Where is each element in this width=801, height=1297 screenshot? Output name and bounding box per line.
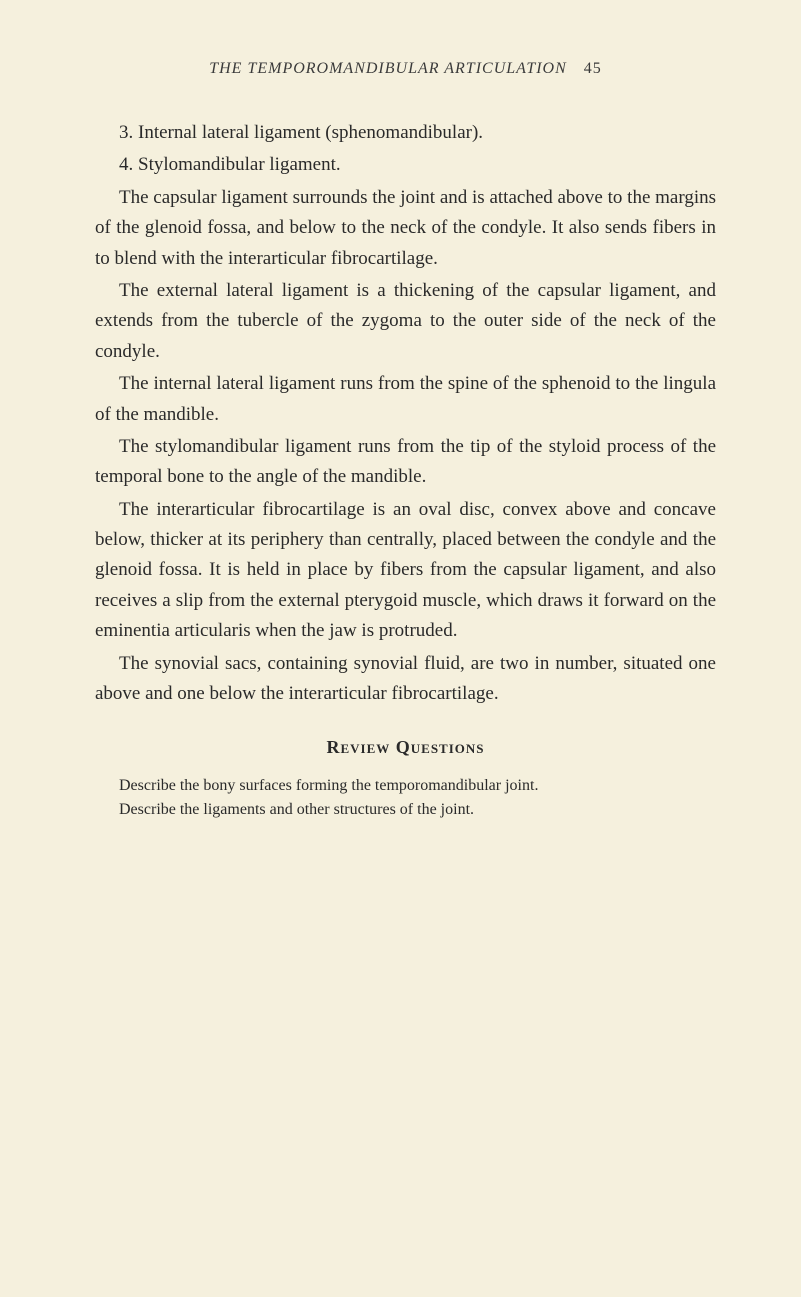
page-number: 45 — [584, 60, 602, 77]
paragraph-4: The external lateral ligament is a thick… — [95, 276, 716, 367]
header-title: THE TEMPOROMANDIBULAR ARTICULATION — [209, 60, 567, 77]
paragraph-8: The synovial sacs, containing synovial f… — [95, 649, 716, 710]
review-question-1: Describe the bony surfaces forming the t… — [95, 774, 716, 798]
review-questions: Describe the bony surfaces forming the t… — [95, 774, 716, 822]
page-header: THE TEMPOROMANDIBULAR ARTICULATION 45 — [95, 60, 716, 78]
paragraph-7: The interarticular fibrocartilage is an … — [95, 495, 716, 647]
review-title: Review Questions — [95, 737, 716, 758]
paragraph-6: The stylomandibular ligament runs from t… — [95, 432, 716, 493]
body-content: 3. Internal lateral ligament (sphenomand… — [95, 118, 716, 709]
paragraph-5: The internal lateral ligament runs from … — [95, 369, 716, 430]
review-question-2: Describe the ligaments and other structu… — [95, 798, 716, 822]
paragraph-1: 3. Internal lateral ligament (sphenomand… — [95, 118, 716, 148]
paragraph-2: 4. Stylomandibular ligament. — [95, 150, 716, 180]
paragraph-3: The capsular ligament surrounds the join… — [95, 183, 716, 274]
